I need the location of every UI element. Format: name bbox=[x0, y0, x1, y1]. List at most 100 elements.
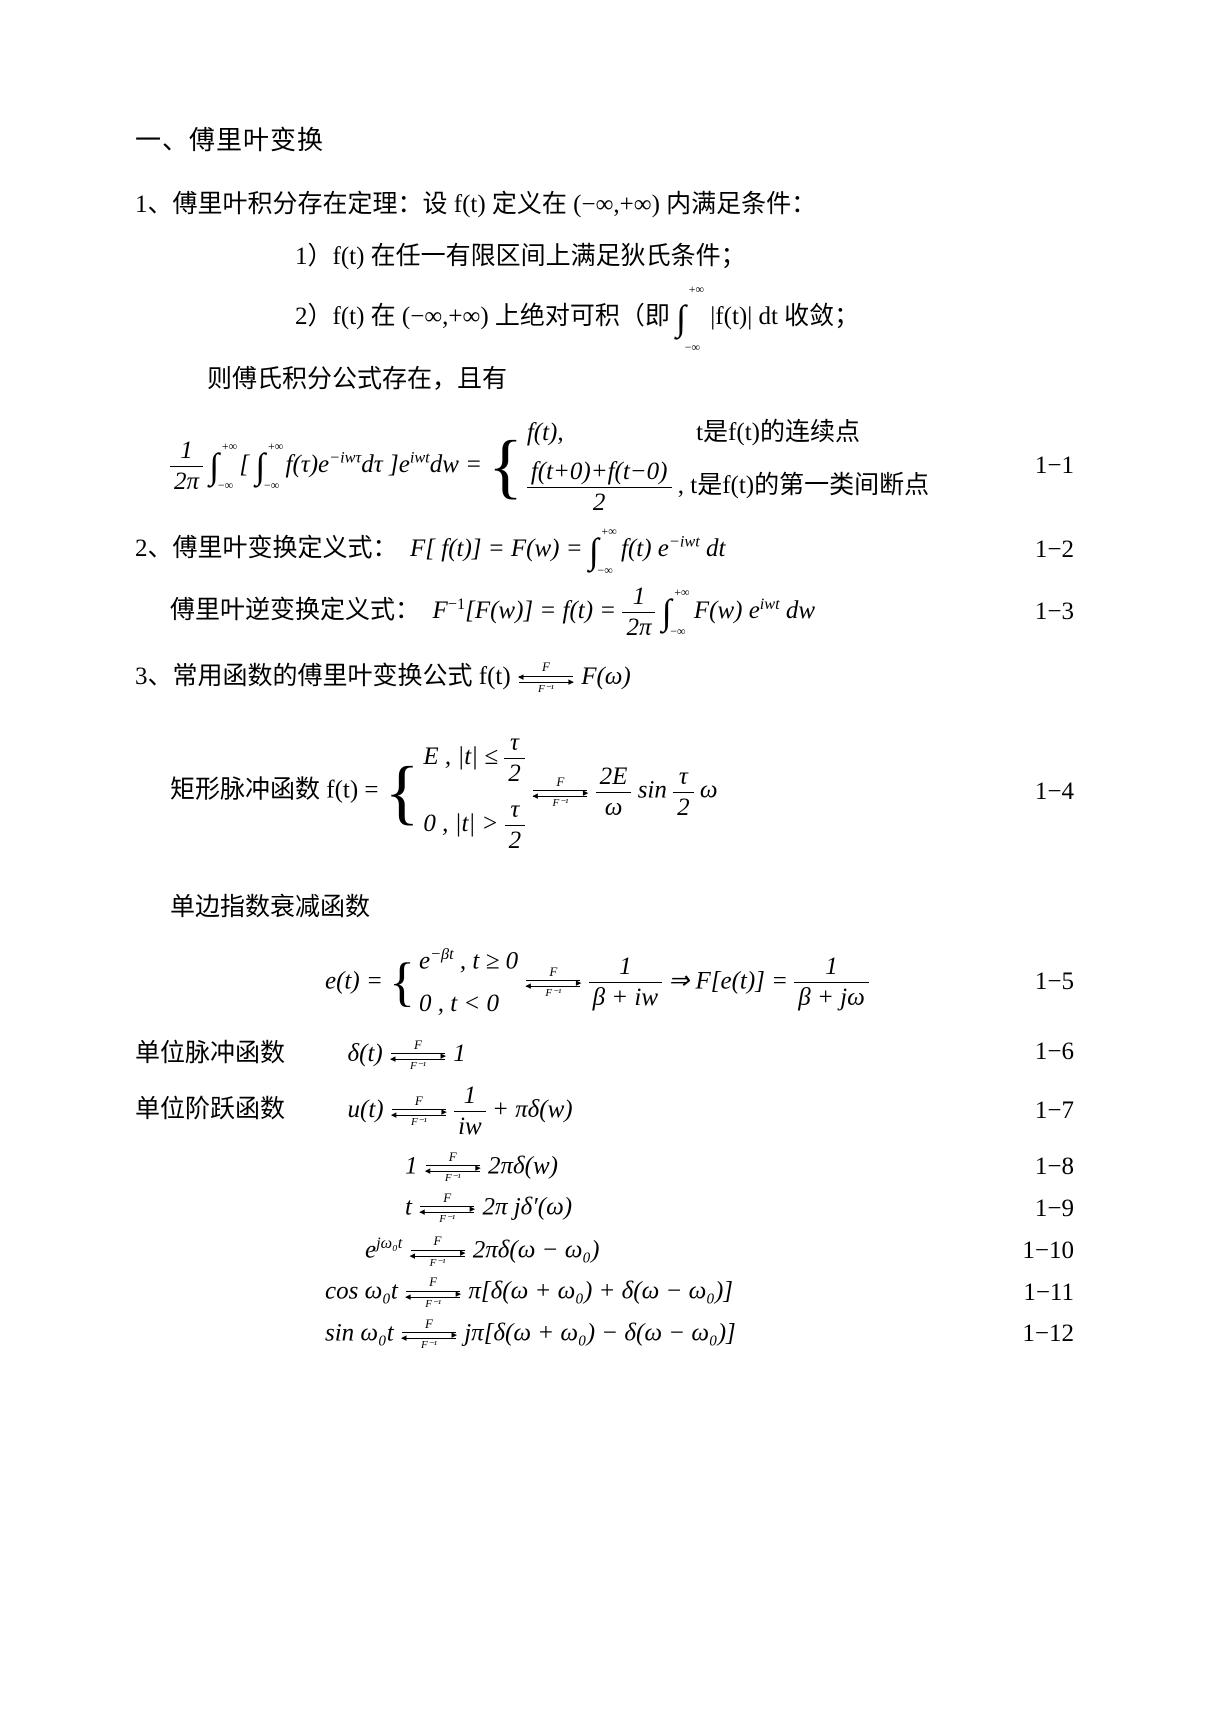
case: 0 , |t| > bbox=[423, 810, 504, 837]
math: F(w) e bbox=[678, 597, 760, 624]
formula: sin ω₀t F ▸◂ F⁻¹ jπ[δ(ω + ω₀) − δ(ω − ω₀… bbox=[135, 1319, 736, 1350]
text: 则傅氏积分公式存在，且有 bbox=[207, 366, 507, 393]
math: e(t) = bbox=[325, 967, 389, 994]
formula: e(t) = { e−βt , t ≥ 0 0 , t < 0 F ▸◂ F⁻¹… bbox=[135, 942, 869, 1023]
sup: iwt bbox=[760, 595, 780, 613]
fourier-arrow-icon: F ▸◂ F⁻¹ bbox=[517, 662, 575, 693]
text: |f(t)| dt 收敛； bbox=[692, 303, 859, 330]
math: sin bbox=[638, 777, 667, 804]
math: u(t) bbox=[348, 1096, 384, 1123]
math: 2π jδ′(ω) bbox=[482, 1193, 572, 1220]
math: jπ[δ(ω + ω₀) − δ(ω − ω₀)] bbox=[464, 1319, 736, 1346]
formula: 12π ∫+∞−∞ [ ∫+∞−∞ f(τ)e−iwτdτ ]eiwtdw = … bbox=[135, 414, 929, 519]
equation-number: 1−12 bbox=[1022, 1320, 1084, 1348]
case: E , |t| ≤ bbox=[423, 743, 504, 770]
math: ⇒ F[e(t)] = bbox=[668, 967, 794, 994]
fourier-arrow-icon: F ▸◂ F⁻¹ bbox=[390, 1096, 448, 1127]
math: dw bbox=[780, 597, 815, 624]
text: 3、常用函数的傅里叶变换公式 f(t) bbox=[135, 663, 511, 690]
math: + πδ(w) bbox=[492, 1096, 573, 1123]
formula: 单位脉冲函数 δ(t) F ▸◂ F⁻¹ 1 bbox=[135, 1033, 466, 1071]
equation-number: 1−6 bbox=[1035, 1038, 1084, 1066]
math: dt bbox=[700, 535, 726, 562]
math: ω bbox=[700, 777, 718, 804]
text: 2）f(t) 在 (−∞,+∞) 上绝对可积（即 bbox=[295, 303, 670, 330]
equation-number: 1−1 bbox=[1035, 452, 1084, 480]
sup: jω₀t bbox=[376, 1234, 402, 1252]
fourier-arrow-icon: F ▸◂ F⁻¹ bbox=[524, 967, 582, 998]
fourier-arrow-icon: F ▸◂ F⁻¹ bbox=[424, 1152, 482, 1183]
text: 矩形脉冲函数 f(t) = bbox=[170, 777, 385, 804]
math: 2πδ(w) bbox=[488, 1152, 558, 1179]
equation-1-8: 1 F ▸◂ F⁻¹ 2πδ(w) 1−8 bbox=[135, 1152, 1084, 1183]
case1: f(t), bbox=[527, 419, 564, 446]
equation-number: 1−2 bbox=[1035, 536, 1084, 564]
fourier-arrow-icon: F ▸◂ F⁻¹ bbox=[404, 1277, 462, 1308]
item3-lead: 3、常用函数的傅里叶变换公式 f(t) F ▸◂ F⁻¹ F(ω) bbox=[135, 653, 1084, 701]
equation-number: 1−5 bbox=[1035, 968, 1084, 996]
text: 1）f(t) 在任一有限区间上满足狄氏条件； bbox=[295, 243, 746, 270]
formula: 单位阶跃函数 u(t) F ▸◂ F⁻¹ 1iw + πδ(w) bbox=[135, 1081, 573, 1142]
case: 0 , t < 0 bbox=[419, 985, 518, 1023]
formula: cos ω₀t F ▸◂ F⁻¹ π[δ(ω + ω₀) + δ(ω − ω₀)… bbox=[135, 1277, 733, 1308]
math: δ(t) bbox=[348, 1040, 383, 1067]
text: 单位脉冲函数 bbox=[135, 1033, 295, 1069]
text: 2、傅里叶变换定义式： bbox=[135, 535, 398, 562]
item1-lead: 1、傅里叶积分存在定理：设 f(t) 定义在 (−∞,+∞) 内满足条件： bbox=[135, 181, 1084, 229]
formula: t F ▸◂ F⁻¹ 2π jδ′(ω) bbox=[135, 1193, 572, 1224]
math: F(ω) bbox=[581, 663, 631, 690]
math: F[ f(t)] = F(w) = bbox=[410, 535, 589, 562]
case1-cond: t是f(t)的连续点 bbox=[696, 419, 860, 446]
fourier-arrow-icon: F ▸◂ F⁻¹ bbox=[400, 1319, 458, 1350]
equation-1-11: cos ω₀t F ▸◂ F⁻¹ π[δ(ω + ω₀) + δ(ω − ω₀)… bbox=[135, 1277, 1084, 1308]
document-page: 一、傅里叶变换 1、傅里叶积分存在定理：设 f(t) 定义在 (−∞,+∞) 内… bbox=[0, 0, 1214, 1440]
equation-number: 1−3 bbox=[1035, 598, 1084, 626]
item1-cond2: 2）f(t) 在 (−∞,+∞) 上绝对可积（即 ∫+∞−∞ |f(t)| dt… bbox=[135, 284, 1084, 352]
sup: −iwt bbox=[669, 533, 700, 551]
equation-number: 1−11 bbox=[1023, 1279, 1084, 1307]
math: f(t) e bbox=[605, 535, 669, 562]
equation-1-6: 单位脉冲函数 δ(t) F ▸◂ F⁻¹ 1 1−6 bbox=[135, 1033, 1084, 1071]
fourier-arrow-icon: F ▸◂ F⁻¹ bbox=[418, 1193, 476, 1224]
math: 1 bbox=[453, 1040, 466, 1067]
formula: 矩形脉冲函数 f(t) = { E , |t| ≤ τ2 0 , |t| > τ… bbox=[135, 728, 718, 856]
math: sin ω₀t bbox=[325, 1319, 394, 1346]
fourier-arrow-icon: F ▸◂ F⁻¹ bbox=[389, 1040, 447, 1071]
section-heading: 一、傅里叶变换 bbox=[135, 120, 1084, 157]
equation-number: 1−7 bbox=[1035, 1097, 1084, 1125]
math: e bbox=[365, 1237, 376, 1264]
equation-number: 1−8 bbox=[1035, 1153, 1084, 1181]
math: 1 bbox=[405, 1152, 418, 1179]
math: [F(w)] = f(t) = bbox=[465, 597, 622, 624]
equation-1-3: 傅里叶逆变换定义式： F−1[F(w)] = f(t) = 12π ∫+∞−∞ … bbox=[135, 582, 1084, 643]
math: t bbox=[405, 1193, 412, 1220]
equation-1-12: sin ω₀t F ▸◂ F⁻¹ jπ[δ(ω + ω₀) − δ(ω − ω₀… bbox=[135, 1319, 1084, 1350]
math: 2πδ(ω − ω₀) bbox=[473, 1237, 600, 1264]
item1-then: 则傅氏积分公式存在，且有 bbox=[135, 356, 1084, 404]
formula: ejω₀t F ▸◂ F⁻¹ 2πδ(ω − ω₀) bbox=[135, 1234, 599, 1267]
text: 单位阶跃函数 bbox=[135, 1089, 295, 1125]
fourier-arrow-icon: F ▸◂ F⁻¹ bbox=[531, 777, 589, 808]
equation-1-2: 2、傅里叶变换定义式： F[ f(t)] = F(w) = ∫+∞−∞ f(t)… bbox=[135, 528, 1084, 571]
equation-1-7: 单位阶跃函数 u(t) F ▸◂ F⁻¹ 1iw + πδ(w) 1−7 bbox=[135, 1081, 1084, 1142]
math: F bbox=[433, 597, 448, 624]
text: 单边指数衰减函数 bbox=[170, 894, 370, 921]
text: 傅里叶逆变换定义式： bbox=[170, 597, 420, 624]
equation-1-5: e(t) = { e−βt , t ≥ 0 0 , t < 0 F ▸◂ F⁻¹… bbox=[135, 942, 1084, 1023]
equation-1-9: t F ▸◂ F⁻¹ 2π jδ′(ω) 1−9 bbox=[135, 1193, 1084, 1224]
equation-number: 1−9 bbox=[1035, 1195, 1084, 1223]
integral-icon: ∫+∞−∞ bbox=[676, 303, 692, 330]
math: π[δ(ω + ω₀) + δ(ω − ω₀)] bbox=[468, 1278, 733, 1305]
fourier-arrow-icon: F ▸◂ F⁻¹ bbox=[409, 1236, 467, 1267]
text: 1、傅里叶积分存在定理：设 f(t) 定义在 (−∞,+∞) 内满足条件： bbox=[135, 191, 816, 218]
exp-decay-label: 单边指数衰减函数 bbox=[135, 884, 1084, 932]
equation-1-1: 12π ∫+∞−∞ [ ∫+∞−∞ f(τ)e−iwτdτ ]eiwtdw = … bbox=[135, 414, 1084, 519]
formula: 傅里叶逆变换定义式： F−1[F(w)] = f(t) = 12π ∫+∞−∞ … bbox=[135, 582, 815, 643]
sup: −βt bbox=[430, 945, 454, 963]
equation-number: 1−10 bbox=[1022, 1237, 1084, 1265]
case: e bbox=[419, 947, 430, 974]
case2-cond: , t是f(t)的第一类间断点 bbox=[678, 473, 929, 500]
item1-cond1: 1）f(t) 在任一有限区间上满足狄氏条件； bbox=[135, 233, 1084, 281]
formula: 1 F ▸◂ F⁻¹ 2πδ(w) bbox=[135, 1152, 558, 1183]
formula: 2、傅里叶变换定义式： F[ f(t)] = F(w) = ∫+∞−∞ f(t)… bbox=[135, 528, 725, 571]
